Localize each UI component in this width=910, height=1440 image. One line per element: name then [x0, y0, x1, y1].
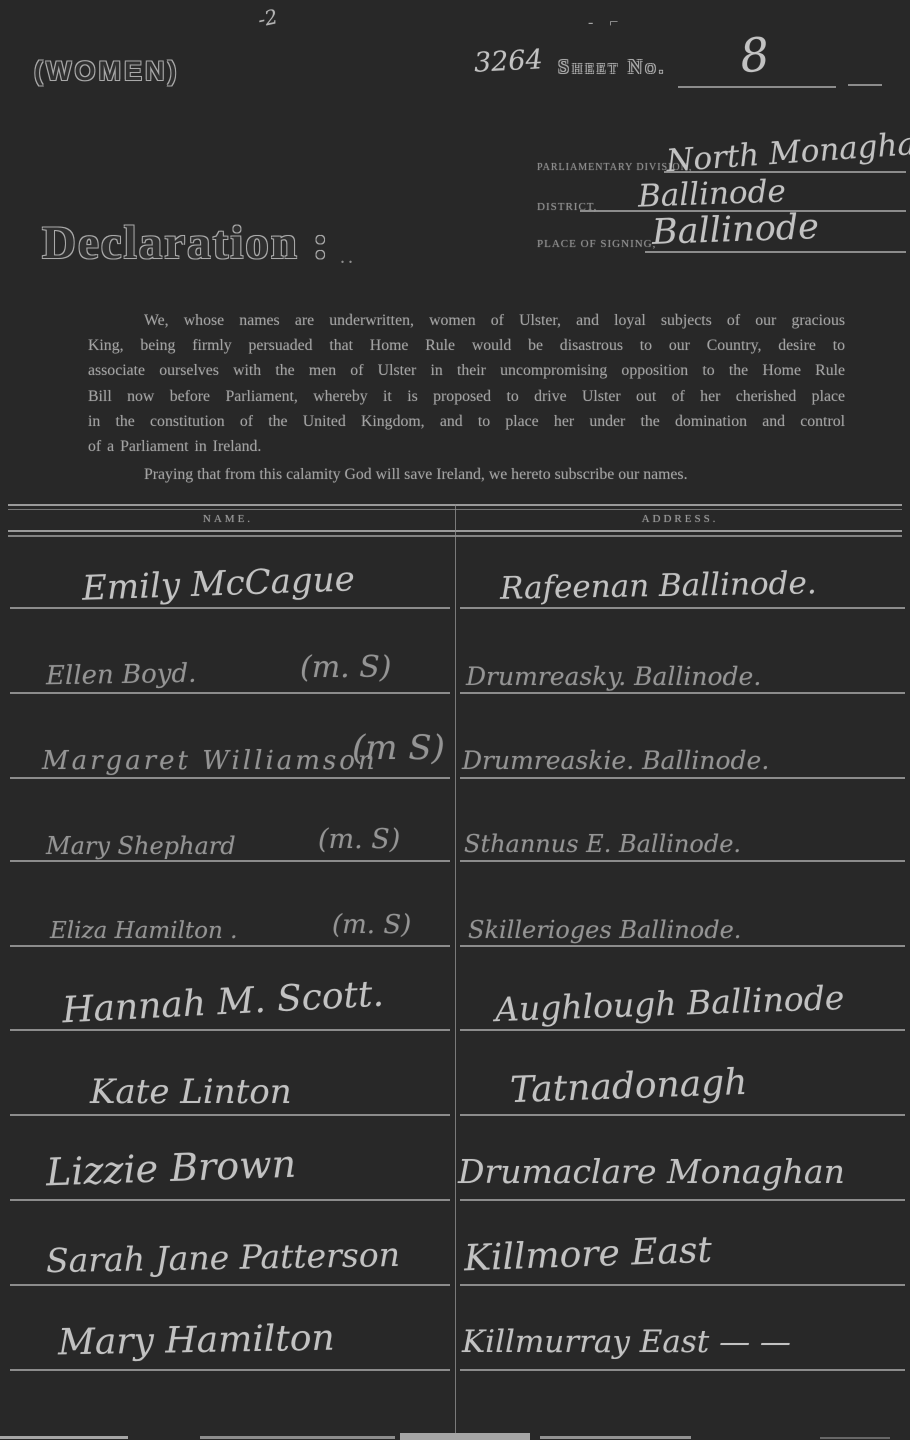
signature-mark: (m S) — [352, 728, 445, 768]
signature-name: Sarah Jane Patterson — [45, 1234, 401, 1281]
signature-address: Skillerioges Ballinode. — [468, 916, 742, 944]
address-ruled-line — [460, 777, 905, 779]
declaration-line: in the constitution of the United Kingdo… — [88, 412, 845, 430]
name-ruled-line — [10, 777, 450, 779]
signature-name: Ellen Boyd. — [45, 658, 197, 692]
signature-address: Drumreasky. Ballinode. — [466, 662, 762, 691]
signature-address: Drumreaskie. Ballinode. — [462, 746, 770, 775]
signature-name: Mary Hamilton — [57, 1317, 336, 1364]
declaration-line: King, being firmly persuaded that Home R… — [88, 337, 845, 355]
name-ruled-line — [10, 860, 450, 862]
signature-mark: (m. S) — [318, 824, 401, 855]
declaration-line: associate ourselves with the men of Ulst… — [88, 362, 845, 380]
declaration-line: Bill now before Parliament, whereby it i… — [88, 387, 845, 405]
signature-address: Killmore East — [463, 1229, 713, 1280]
address-ruled-line — [460, 692, 905, 694]
name-ruled-line — [10, 1114, 450, 1116]
address-ruled-line — [460, 1284, 905, 1286]
signature-mark: (m. S) — [300, 650, 392, 685]
address-ruled-line — [460, 1029, 905, 1031]
signature-name: Hannah M. Scott. — [61, 973, 385, 1032]
prayer-line: Praying that from this calamity God will… — [144, 466, 688, 483]
signature-address: Sthannus E. Ballinode. — [464, 830, 742, 858]
heading-dots: .. — [340, 246, 356, 268]
name-ruled-line — [10, 945, 450, 947]
name-ruled-line — [10, 1369, 450, 1371]
signature-name: Eliza Hamilton . — [50, 918, 238, 944]
address-ruled-line — [460, 945, 905, 947]
sheet-number-value: 8 — [737, 26, 773, 84]
name-ruled-line — [10, 1029, 450, 1031]
address-ruled-line — [460, 1369, 905, 1371]
signature-name: Margaret Williamson — [42, 746, 378, 776]
address-column-header: ADDRESS. — [641, 513, 719, 525]
sheet-number-label: Sheet No. — [558, 56, 667, 78]
sheet-number-ruled-line — [678, 86, 836, 88]
declaration-line: We, whose names are underwritten, women … — [144, 312, 845, 329]
name-ruled-line — [10, 607, 450, 609]
parliamentary-division-label: PARLIAMENTARY DIVISION, — [537, 162, 693, 173]
name-ruled-line — [10, 1199, 450, 1201]
women-label: (WOMEN) — [34, 56, 180, 86]
name-column-header: NAME. — [202, 513, 254, 525]
place-ruled-line — [645, 251, 906, 253]
signature-name: Emily McCague — [81, 559, 356, 609]
signature-name: Lizzie Brown — [45, 1141, 297, 1195]
name-ruled-line — [10, 1284, 450, 1286]
declaration-line: of a Parliament in Ireland. — [88, 437, 262, 455]
place-of-signing-value: Ballinode — [651, 207, 820, 253]
scan-edge-strip — [200, 1436, 395, 1439]
pen-mark: -2 — [255, 4, 280, 32]
address-ruled-line — [460, 860, 905, 862]
scan-edge-strip — [0, 1436, 128, 1439]
signature-address: Aughlough Ballinode — [494, 977, 845, 1030]
scan-edge-strip — [540, 1436, 691, 1439]
scan-edge-strip — [400, 1433, 530, 1440]
serial-number: 3264 — [473, 44, 544, 79]
sheet-number-ruled-line — [848, 84, 882, 86]
signature-address: Drumaclare Monaghan — [458, 1152, 845, 1191]
signature-address: Rafeenan Ballinode. — [499, 565, 817, 607]
name-ruled-line — [10, 692, 450, 694]
place-of-signing-label: PLACE OF SIGNING, — [537, 238, 657, 250]
signature-address: Tatnadonagh — [509, 1061, 749, 1112]
declaration-heading: Declaration : — [42, 217, 331, 269]
signature-address: Killmurray East — — — [462, 1324, 791, 1360]
signature-mark: (m. S) — [332, 910, 412, 940]
scan-edge-strip — [820, 1437, 890, 1439]
address-ruled-line — [460, 1199, 905, 1201]
district-ruled-line — [580, 210, 906, 212]
column-divider-line — [455, 504, 456, 1440]
declaration-paragraph: We, whose names are underwritten, women … — [88, 308, 845, 459]
division-ruled-line — [664, 171, 906, 173]
signature-name: Kate Linton — [90, 1072, 292, 1112]
address-ruled-line — [460, 607, 905, 609]
address-ruled-line — [460, 1114, 905, 1116]
signature-name: Mary Shephard — [46, 832, 236, 860]
pen-mark: - ⌐ — [588, 14, 625, 31]
